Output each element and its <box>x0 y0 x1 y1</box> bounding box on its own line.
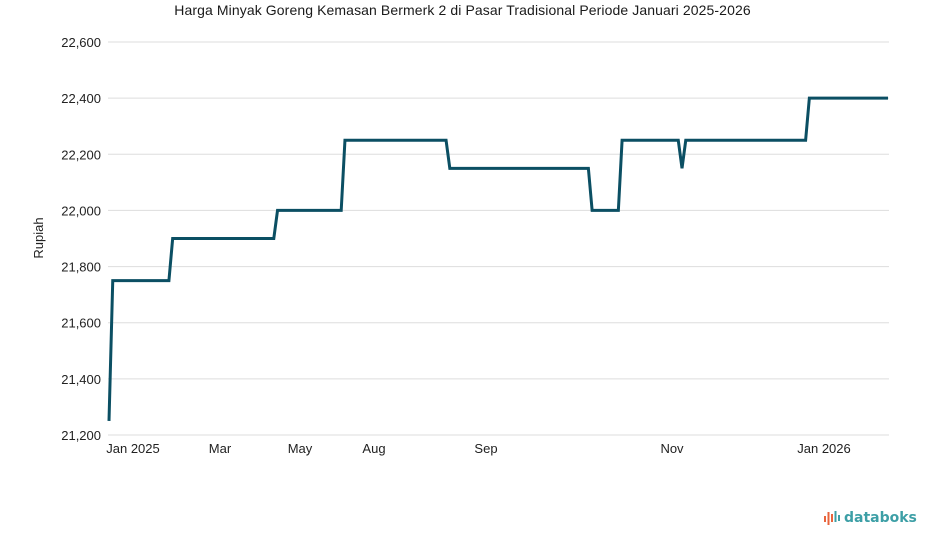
y-tick-label: 21,400 <box>61 372 101 387</box>
x-tick-label: Jan 2026 <box>797 441 851 456</box>
y-tick-label: 22,400 <box>61 91 101 106</box>
databoks-logo-icon <box>824 511 840 525</box>
x-tick-label: Sep <box>474 441 497 456</box>
x-tick-label: May <box>288 441 313 456</box>
series-layer <box>107 96 888 422</box>
y-tick-labels: 21,200 21,400 21,600 21,800 22,000 22,200 22,4… <box>61 35 101 443</box>
databoks-logo-text: databoks <box>844 510 917 526</box>
x-tick-label: Nov <box>660 441 684 456</box>
x-tick-label: Aug <box>362 441 385 456</box>
y-tick-label: 22,200 <box>61 147 101 162</box>
y-tick-label: 22,600 <box>61 35 101 50</box>
y-tick-label: 21,200 <box>61 428 101 443</box>
y-tick-label: 22,000 <box>61 203 101 218</box>
y-tick-label: 21,600 <box>61 316 101 331</box>
x-tick-labels: Jan 2025 Mar May Aug Sep Nov Jan 2026 <box>106 441 851 456</box>
y-axis-title: Rupiah <box>31 217 46 258</box>
x-tick-label: Mar <box>209 441 232 456</box>
series-line <box>107 96 888 422</box>
grid-lines <box>108 41 889 436</box>
x-tick-label: Jan 2025 <box>106 441 160 456</box>
databoks-logo: databoks <box>823 509 917 527</box>
y-tick-label: 21,800 <box>61 260 101 275</box>
chart-title: Harga Minyak Goreng Kemasan Bermerk 2 di… <box>174 2 751 18</box>
